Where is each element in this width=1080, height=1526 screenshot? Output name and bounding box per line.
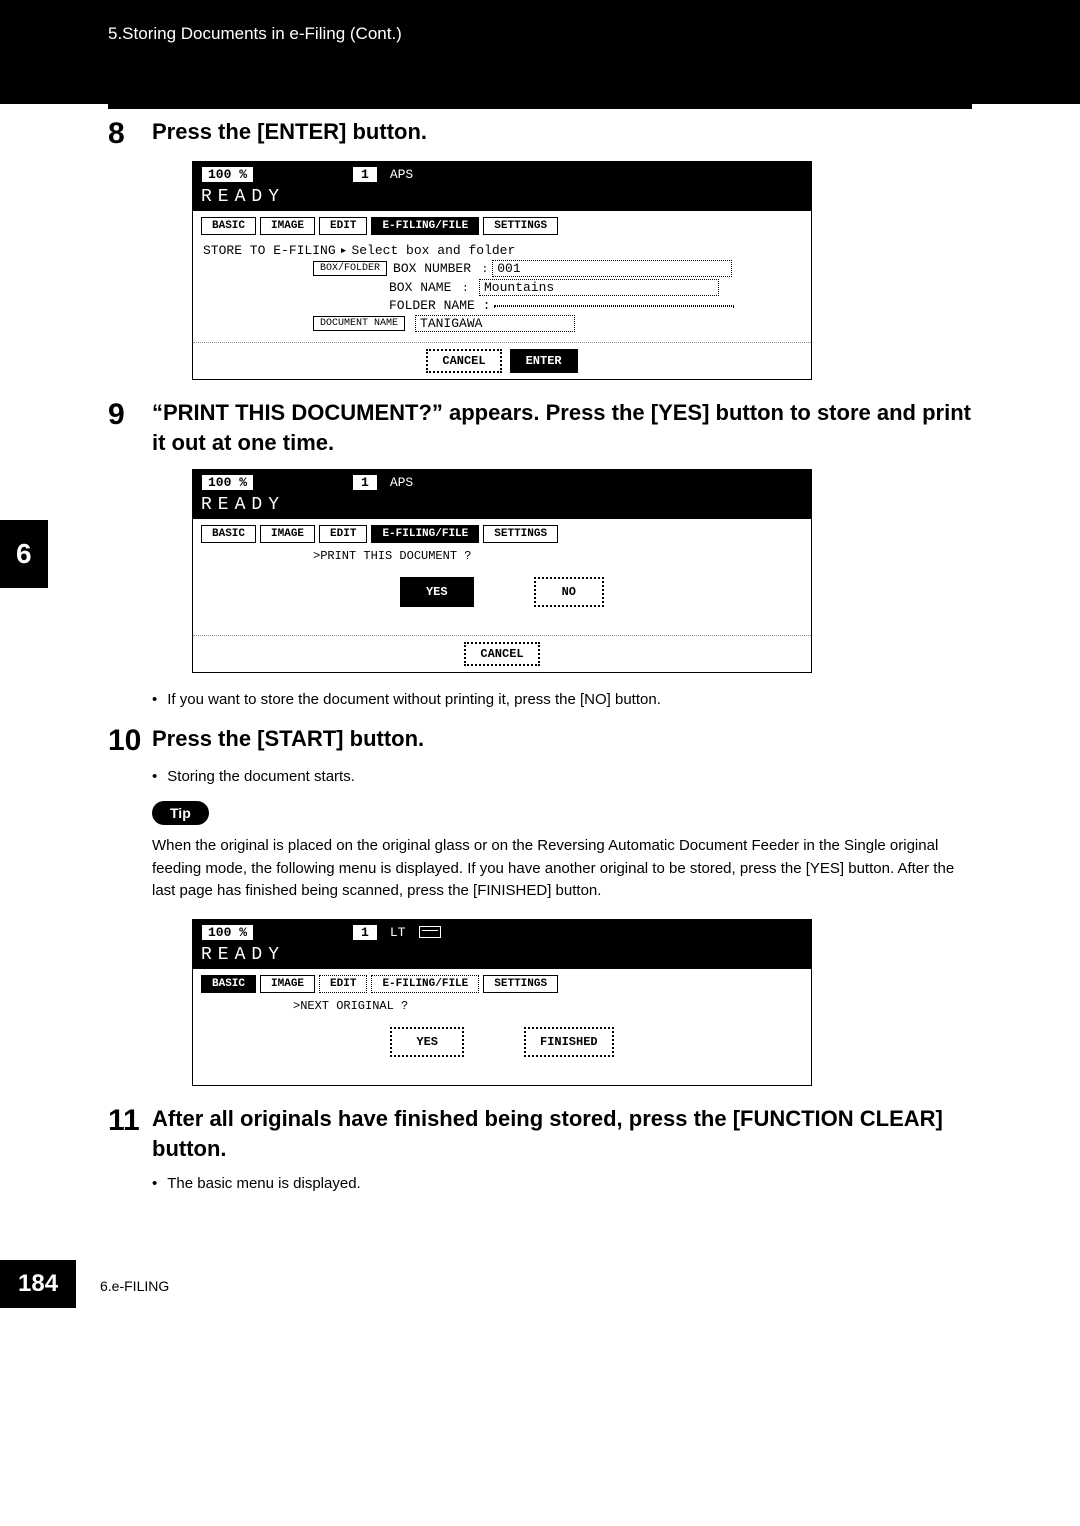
tab-image[interactable]: IMAGE	[260, 217, 315, 235]
breadcrumb: 5.Storing Documents in e-Filing (Cont.)	[108, 24, 402, 43]
document-name-field[interactable]: TANIGAWA	[415, 315, 575, 332]
tab-basic[interactable]: BASIC	[201, 525, 256, 543]
arrow-icon: ▸	[340, 243, 348, 258]
note-basic-menu: The basic menu is displayed.	[152, 1175, 972, 1192]
enter-button[interactable]: ENTER	[510, 349, 578, 373]
yes-button[interactable]: YES	[400, 577, 474, 607]
copy-count: 1	[352, 474, 378, 491]
page-footer: 6.e-FILING 184	[0, 1278, 1080, 1308]
page-number: 184	[0, 1260, 76, 1308]
tab-row: BASIC IMAGE EDIT E-FILING/FILE SETTINGS	[193, 519, 811, 545]
tab-settings[interactable]: SETTINGS	[483, 525, 558, 543]
store-crumb: STORE TO E-FILING	[203, 243, 336, 258]
step-9: 9 “PRINT THIS DOCUMENT?” appears. Press …	[108, 398, 972, 457]
copy-count: 1	[352, 166, 378, 183]
step-title: Press the [START] button.	[152, 724, 972, 756]
tab-edit[interactable]: EDIT	[319, 975, 367, 993]
tab-row: BASIC IMAGE EDIT E-FILING/FILE SETTINGS	[193, 211, 811, 237]
paper-label: LT	[390, 925, 406, 940]
step-title: Press the [ENTER] button.	[152, 117, 972, 149]
next-original-prompt: >NEXT ORIGINAL ?	[293, 999, 801, 1013]
finished-button[interactable]: FINISHED	[524, 1027, 614, 1057]
tip-body: When the original is placed on the origi…	[152, 835, 972, 903]
tab-image[interactable]: IMAGE	[260, 975, 315, 993]
ready-status: READY	[193, 187, 811, 211]
step-title: After all originals have finished being …	[152, 1104, 972, 1163]
tab-efiling[interactable]: E-FILING/FILE	[371, 525, 479, 543]
note-storing-starts: Storing the document starts.	[152, 768, 972, 785]
box-number-label: BOX NUMBER :	[393, 261, 488, 276]
step-number: 8	[108, 117, 152, 149]
no-button[interactable]: NO	[534, 577, 604, 607]
tab-settings[interactable]: SETTINGS	[483, 217, 558, 235]
tab-edit[interactable]: EDIT	[319, 217, 367, 235]
step-number: 11	[108, 1104, 152, 1163]
lcd-screenshot-3: 100 % 1 LT READY BASIC IMAGE EDIT E-FILI…	[192, 919, 812, 1086]
box-folder-button[interactable]: BOX/FOLDER	[313, 261, 387, 276]
yes-button[interactable]: YES	[390, 1027, 464, 1057]
paper-icon	[419, 926, 441, 938]
copy-count: 1	[352, 924, 378, 941]
box-name-field[interactable]: Mountains	[479, 279, 719, 296]
lcd-screenshot-1: 100 % 1 APS READY BASIC IMAGE EDIT E-FIL…	[192, 161, 812, 380]
zoom-percent: 100 %	[201, 474, 254, 491]
tab-row: BASIC IMAGE EDIT E-FILING/FILE SETTINGS	[193, 969, 811, 995]
step-title: “PRINT THIS DOCUMENT?” appears. Press th…	[152, 398, 972, 457]
step-11: 11 After all originals have finished bei…	[108, 1104, 972, 1163]
section-rule	[108, 104, 972, 109]
box-name-label: BOX NAME :	[389, 280, 475, 295]
zoom-percent: 100 %	[201, 924, 254, 941]
tab-edit[interactable]: EDIT	[319, 525, 367, 543]
zoom-percent: 100 %	[201, 166, 254, 183]
tab-basic[interactable]: BASIC	[201, 975, 256, 993]
folder-name-field[interactable]	[494, 305, 734, 307]
box-number-field[interactable]: 001	[492, 260, 732, 277]
folder-name-label: FOLDER NAME :	[389, 298, 490, 313]
note-after-step9: If you want to store the document withou…	[152, 691, 972, 708]
ready-status: READY	[193, 945, 811, 969]
document-name-button[interactable]: DOCUMENT NAME	[313, 316, 405, 331]
footer-section: 6.e-FILING	[100, 1278, 1080, 1308]
select-crumb: Select box and folder	[351, 243, 515, 258]
chapter-side-tab: 6	[0, 520, 48, 588]
tab-image[interactable]: IMAGE	[260, 525, 315, 543]
tab-basic[interactable]: BASIC	[201, 217, 256, 235]
tab-settings[interactable]: SETTINGS	[483, 975, 558, 993]
aps-label: APS	[390, 475, 413, 490]
step-10: 10 Press the [START] button.	[108, 724, 972, 756]
lcd-screenshot-2: 100 % 1 APS READY BASIC IMAGE EDIT E-FIL…	[192, 469, 812, 673]
ready-status: READY	[193, 495, 811, 519]
cancel-button[interactable]: CANCEL	[426, 349, 501, 373]
aps-label: APS	[390, 167, 413, 182]
print-prompt: >PRINT THIS DOCUMENT ?	[313, 549, 801, 563]
page-header: 5.Storing Documents in e-Filing (Cont.)	[0, 0, 1080, 104]
step-number: 9	[108, 398, 152, 457]
tip-label: Tip	[152, 801, 209, 825]
step-8: 8 Press the [ENTER] button.	[108, 117, 972, 149]
tab-efiling[interactable]: E-FILING/FILE	[371, 217, 479, 235]
step-number: 10	[108, 724, 152, 756]
cancel-button[interactable]: CANCEL	[464, 642, 539, 666]
tab-efiling[interactable]: E-FILING/FILE	[371, 975, 479, 993]
